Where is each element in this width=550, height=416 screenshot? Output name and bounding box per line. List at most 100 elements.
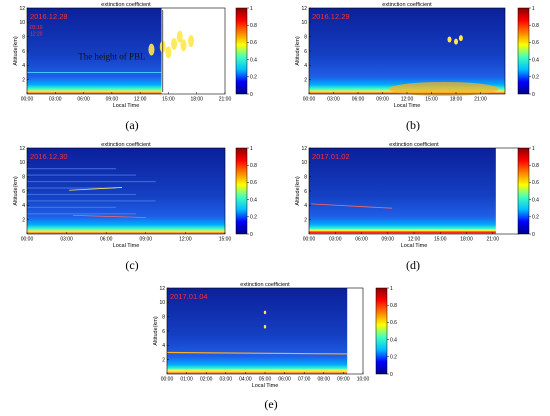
colorbar-tick-label: 0.8 xyxy=(390,303,397,309)
x-axis-label-b: Local Time xyxy=(394,103,421,109)
colorbar-b xyxy=(517,7,530,95)
x-tick-label: 12:00 xyxy=(134,97,147,103)
x-tick-label: 02:00 xyxy=(200,377,213,383)
surface-layer xyxy=(388,81,499,96)
x-tick-label: 06:00 xyxy=(355,237,368,243)
aerosol-layer xyxy=(447,36,452,43)
cloud-stripe xyxy=(27,168,117,170)
colorbar-e xyxy=(375,287,388,375)
colorbar-tick-label: 0.4 xyxy=(532,197,539,203)
y-axis-label-b: Altitude(km) xyxy=(295,36,301,66)
chart-title-b: extinction coefficient xyxy=(382,2,432,8)
cloud-stripe xyxy=(27,187,117,189)
aerosol-layer xyxy=(180,39,187,52)
x-tick-label: 21:00 xyxy=(219,97,232,103)
date-stamp-e: 2017.01.04 xyxy=(170,292,208,301)
colorbar-tick-label: 0.6 xyxy=(532,180,539,186)
field-e xyxy=(167,288,348,374)
chart-panel-a: extinction coefficient 2 4 6 8 10 12 00:00 03:00… xyxy=(0,0,268,120)
aerosol-layer xyxy=(188,34,195,47)
x-tick-label: 10:00 xyxy=(357,377,370,383)
x-tick-label: 03:00 xyxy=(327,97,340,103)
colorbar-tick-label: 1 xyxy=(532,6,535,12)
colorbar-tick-label: 0.8 xyxy=(250,23,257,29)
y-tick-label: 6 xyxy=(22,49,25,55)
chart-title-c: extinction coefficient xyxy=(101,142,151,148)
cloud-layer xyxy=(69,187,123,191)
x-tick-label: 12:00 xyxy=(408,237,421,243)
y-tick-label: 2 xyxy=(304,217,307,223)
y-tick-label: 10 xyxy=(159,300,165,306)
x-tick-label: 01:00 xyxy=(180,377,193,383)
chart-title-a: extinction coefficient xyxy=(101,2,151,8)
aerosol-layer xyxy=(454,38,458,45)
x-tick-label: 09:00 xyxy=(106,97,119,103)
y-tick-label: 10 xyxy=(301,160,307,166)
y-axis-label-e: Altitude(km) xyxy=(153,316,159,346)
no-data-d xyxy=(495,148,519,234)
x-tick-label: 00:00 xyxy=(161,377,174,383)
y-tick-label: 10 xyxy=(301,20,307,26)
aerosol-point xyxy=(263,324,267,329)
x-tick-label: 18:00 xyxy=(190,97,203,103)
cloud-stripe xyxy=(27,200,156,202)
caption-d: (d) xyxy=(406,258,420,272)
date-stamp-d: 2017.01.02 xyxy=(312,152,350,161)
colorbar-tick-label: 0 xyxy=(532,92,535,98)
field-a xyxy=(27,8,162,94)
x-axis-label-c: Local Time xyxy=(113,243,140,249)
x-tick-label: 03:00 xyxy=(49,97,62,103)
y-tick-label: 8 xyxy=(22,174,25,180)
x-tick-label: 00:00 xyxy=(303,97,316,103)
field-b xyxy=(309,8,505,94)
colorbar-tick-label: 0.2 xyxy=(532,215,539,221)
chart-panel-e: extinction coefficient 2 4 6 8 10 12 00:00 01:00… xyxy=(140,280,408,400)
cloud-stripe xyxy=(27,180,156,183)
colorbar-tick-label: 0 xyxy=(532,232,535,238)
cloud-stripe xyxy=(27,174,136,176)
x-tick-label: 18:00 xyxy=(450,97,463,103)
colorbar-tick-label: 0.6 xyxy=(250,40,257,46)
colorbar-tick-label: 0.4 xyxy=(250,57,257,63)
colorbar-tick-label: 0 xyxy=(250,232,253,238)
time-stamp: 03:10 xyxy=(30,25,43,31)
y-tick-label: 12 xyxy=(19,6,25,12)
x-tick-label: 12:00 xyxy=(401,97,414,103)
colorbar-tick-label: 0.8 xyxy=(250,163,257,169)
colorbar-tick-label: 0.2 xyxy=(250,215,257,221)
x-tick-label: 15:00 xyxy=(162,97,175,103)
chart-panel-b: extinction coefficient 2 4 6 8 10 12 00:00 03:00… xyxy=(282,0,550,120)
x-tick-label: 12:00 xyxy=(179,237,192,243)
x-tick-label: 21:00 xyxy=(474,97,487,103)
x-tick-label: 09:00 xyxy=(376,97,389,103)
y-tick-label: 12 xyxy=(301,6,307,12)
y-tick-label: 2 xyxy=(304,77,307,83)
no-data-e xyxy=(347,288,363,374)
colorbar-tick-label: 0.6 xyxy=(390,320,397,326)
colorbar-d xyxy=(517,147,530,235)
cloud-stripe xyxy=(27,213,136,215)
aerosol-layer xyxy=(458,35,463,42)
x-tick-label: 05:00 xyxy=(259,377,272,383)
chart-title-d: extinction coefficient xyxy=(389,142,439,148)
cloud-stripe xyxy=(27,206,117,208)
y-tick-label: 4 xyxy=(22,63,25,69)
y-tick-label: 12 xyxy=(301,146,307,152)
caption-e: (e) xyxy=(264,397,278,411)
colorbar-a xyxy=(235,7,248,95)
aerosol-point xyxy=(263,310,267,315)
y-tick-label: 12 xyxy=(159,286,165,292)
field-c xyxy=(27,148,225,234)
x-tick-label: 09:00 xyxy=(337,377,350,383)
y-axis-label-a: Altitude(km) xyxy=(13,36,19,66)
colorbar-tick-label: 0 xyxy=(250,92,253,98)
colorbar-tick-label: 0.2 xyxy=(250,75,257,81)
x-tick-label: 09:00 xyxy=(381,237,394,243)
caption-a: (a) xyxy=(125,118,139,132)
y-tick-label: 10 xyxy=(19,20,25,26)
y-tick-label: 6 xyxy=(22,189,25,195)
